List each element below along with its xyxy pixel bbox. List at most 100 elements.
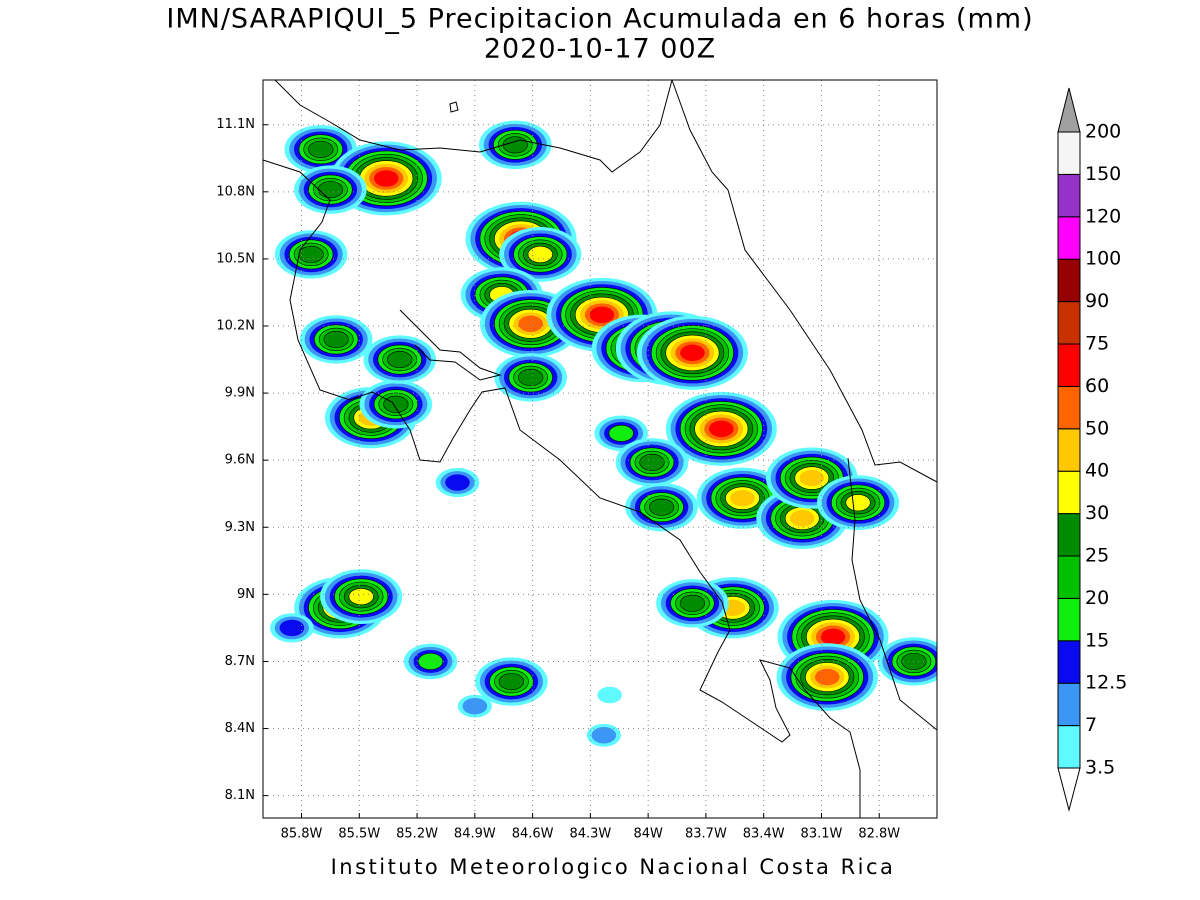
colorbar-segment [1057,470,1081,515]
coastlines [263,80,937,818]
precip-contour [383,395,409,413]
grid: 85.8W 85.5W 85.2W 84.9W 84.6W 84.3W 84W 83.7W 83… [216,80,937,842]
precip-contour [462,697,488,715]
lon-tick-label: 85.2W [396,827,438,842]
precip-contour [679,594,706,612]
colorbar-label: 150 [1085,163,1121,185]
lat-tick-label: 8.7N [225,654,255,669]
colorbar-label: 200 [1085,121,1121,143]
colorbar-segment [1057,131,1081,175]
precip-field [269,120,937,747]
precip-contour [680,344,705,362]
precip-contour [608,424,634,442]
lat-tick-label: 11.1N [216,117,255,132]
precip-contour [518,368,544,386]
colorbar-segment [1057,258,1081,303]
precip-contour [498,673,525,691]
precip-contour [591,727,617,744]
colorbar-segment [1057,725,1081,769]
colorbar-label: 30 [1085,502,1109,524]
precip-contour [373,170,399,187]
precip-contour [445,474,470,491]
lon-tick-label: 84W [633,827,663,842]
colorbar-segment [1057,597,1081,642]
colorbar-segment [1057,513,1081,557]
lat-tick-label: 10.8N [216,184,255,199]
lon-tick-label: 82.8W [858,827,900,842]
colorbar-segment [1057,343,1081,387]
lat-tick-label: 8.1N [225,788,255,803]
colorbar-segment [1057,640,1081,684]
subtitle: 2020-10-17 00Z [484,34,716,65]
gulf-nicoya [399,309,502,381]
lon-tick-label: 84.3W [569,827,611,842]
precip-contour [814,668,840,686]
precip-contour [597,686,622,704]
map-frame [262,79,938,819]
lon-tick-label: 85.5W [338,827,380,842]
lat-tick-label: 9.6N [225,453,255,468]
colorbar: 3.5 7 12.5 15 20 25 30 40 50 60 75 90 100 120 150 200 [1057,87,1127,812]
caribbean-coast [671,80,937,483]
colorbar-label: 75 [1085,333,1109,355]
colorbar-segment [1057,173,1081,218]
colorbar-label: 15 [1085,629,1109,651]
colorbar-label: 3.5 [1085,757,1115,779]
colorbar-label: 120 [1085,205,1121,227]
lon-tick-label: 83.4W [743,827,785,842]
colorbar-label: 12.5 [1085,672,1127,694]
lon-tick-label: 85.8W [281,827,323,842]
precip-contour [709,420,734,438]
panama-border [847,457,937,731]
precip-contour [789,510,815,527]
colorbar-label: 7 [1085,714,1097,736]
precip-contour [820,628,846,646]
precip-contour [730,490,755,507]
footer: Instituto Meteorologico Nacional Costa R… [331,855,896,879]
precip-contour [639,453,665,471]
colorbar-label: 20 [1085,587,1109,609]
lon-tick-label: 83.7W [685,827,727,842]
colorbar-label: 90 [1085,290,1109,312]
precip-contour [308,140,334,158]
lat-tick-label: 9.9N [225,386,255,401]
precip-contour [317,181,344,199]
precip-contour [518,315,543,332]
nicaragua-border [274,80,673,173]
precip-contour [799,469,825,487]
colorbar-segment [1057,682,1081,727]
lon-tick-label: 84.6W [512,827,554,842]
precip-contour [845,494,871,512]
colorbar-under [1057,767,1081,812]
colorbar-segment [1057,428,1081,472]
precip-contour [323,330,349,348]
colorbar-label: 60 [1085,375,1109,397]
precip-contour [589,306,615,324]
precip-contour [417,652,444,670]
colorbar-label: 50 [1085,417,1109,439]
lon-tick-label: 84.9W [454,827,496,842]
island [449,101,459,113]
colorbar-label: 40 [1085,460,1109,482]
title: IMN/SARAPIQUI_5 Precipitacion Acumulada … [166,4,1033,35]
precip-contour [527,245,553,263]
colorbar-segment [1057,216,1081,260]
colorbar-label: 25 [1085,545,1109,567]
lat-tick-label: 9.3N [225,520,255,535]
precip-contour [649,498,675,516]
lon-tick-label: 83.1W [801,827,843,842]
colorbar-over [1057,87,1081,133]
lat-tick-label: 10.5N [216,251,255,266]
colorbar-segment [1057,385,1081,430]
precip-contour [279,619,305,637]
precip-contour [298,245,324,263]
lat-tick-label: 9N [237,587,255,602]
lat-tick-label: 10.2N [216,319,255,334]
colorbar-segment [1057,301,1081,345]
colorbar-segment [1057,555,1081,599]
lat-tick-label: 8.4N [225,721,255,736]
colorbar-label: 100 [1085,248,1121,270]
precip-contour [502,136,528,154]
